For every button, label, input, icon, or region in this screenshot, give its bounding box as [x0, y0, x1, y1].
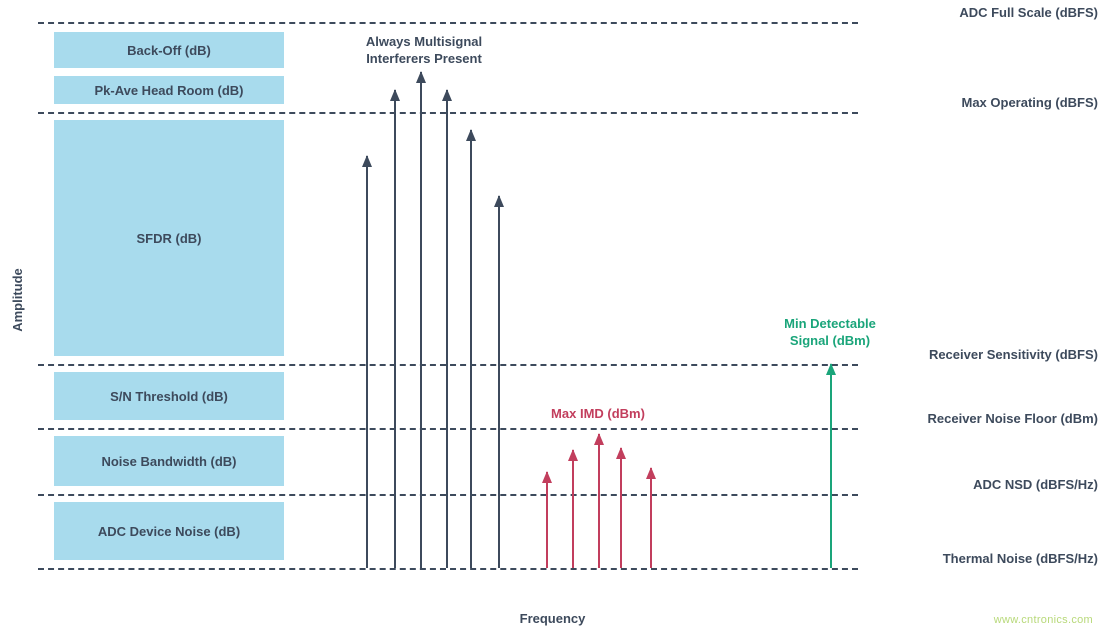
level-label: Receiver Noise Floor (dBm)	[928, 411, 1099, 428]
region-box-label: SFDR (dB)	[137, 231, 202, 246]
imd-arrow	[650, 468, 652, 568]
x-axis-label: Frequency	[520, 611, 586, 626]
min-detectable-arrow	[830, 364, 832, 568]
region-box-label: Pk-Ave Head Room (dB)	[94, 83, 243, 98]
plot-area: ADC Full Scale (dBFS)Max Operating (dBFS…	[38, 10, 1098, 580]
interferer-arrow	[470, 130, 472, 568]
level-line	[38, 364, 858, 366]
interferer-arrow	[394, 90, 396, 568]
level-line	[38, 22, 858, 24]
level-label: Thermal Noise (dBFS/Hz)	[943, 551, 1098, 568]
diagram-area: ADC Full Scale (dBFS)Max Operating (dBFS…	[38, 10, 1098, 610]
region-box-label: S/N Threshold (dB)	[110, 389, 228, 404]
region-box-label: Back-Off (dB)	[127, 43, 211, 58]
region-box: ADC Device Noise (dB)	[54, 502, 284, 560]
watermark: www.cntronics.com	[994, 614, 1093, 626]
imd-caption: Max IMD (dBm)	[551, 406, 645, 423]
region-box: Noise Bandwidth (dB)	[54, 436, 284, 486]
imd-arrow	[598, 434, 600, 568]
interferer-arrow	[446, 90, 448, 568]
level-line	[38, 494, 858, 496]
level-label: Receiver Sensitivity (dBFS)	[929, 347, 1098, 364]
level-label: Max Operating (dBFS)	[961, 95, 1098, 112]
imd-arrow	[546, 472, 548, 568]
level-line	[38, 428, 858, 430]
region-box: S/N Threshold (dB)	[54, 372, 284, 420]
interferers-caption: Always MultisignalInterferers Present	[366, 34, 482, 68]
level-label: ADC Full Scale (dBFS)	[959, 5, 1098, 22]
y-axis-label: Amplitude	[10, 268, 25, 332]
imd-arrow	[620, 448, 622, 568]
region-box-label: Noise Bandwidth (dB)	[101, 454, 236, 469]
imd-arrow	[572, 450, 574, 568]
region-box-label: ADC Device Noise (dB)	[98, 524, 240, 539]
interferer-arrow	[366, 156, 368, 568]
interferer-arrow	[420, 72, 422, 568]
region-box: Back-Off (dB)	[54, 32, 284, 68]
interferer-arrow	[498, 196, 500, 568]
min-detectable-caption: Min DetectableSignal (dBm)	[784, 316, 876, 350]
level-line	[38, 568, 858, 570]
region-box: Pk-Ave Head Room (dB)	[54, 76, 284, 104]
level-line	[38, 112, 858, 114]
level-label: ADC NSD (dBFS/Hz)	[973, 477, 1098, 494]
region-box: SFDR (dB)	[54, 120, 284, 356]
